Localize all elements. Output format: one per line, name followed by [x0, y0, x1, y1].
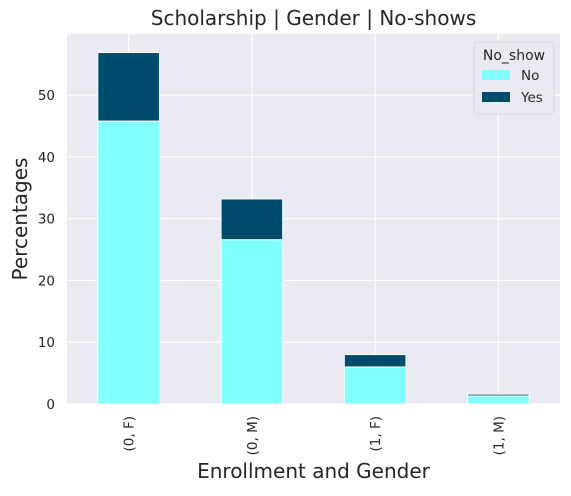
- y-tick-label: 10: [38, 335, 55, 351]
- bar-no: [344, 367, 406, 404]
- bar-yes: [468, 394, 530, 396]
- legend-title: No_show: [483, 48, 545, 64]
- legend-swatch-yes: [482, 92, 510, 102]
- x-axis-label: Enrollment and Gender: [197, 459, 431, 483]
- bar-no: [98, 121, 160, 404]
- chart-title: Scholarship | Gender | No-shows: [151, 6, 477, 30]
- x-tick-label: (0, F): [122, 416, 138, 451]
- legend-swatch-no: [482, 70, 510, 80]
- legend-label-yes: Yes: [520, 90, 543, 106]
- y-tick-label: 50: [38, 88, 55, 104]
- x-tick-label: (1, M): [491, 416, 507, 455]
- bar-yes: [221, 199, 283, 240]
- bar-no: [221, 240, 283, 404]
- y-tick-label: 30: [38, 212, 55, 228]
- y-tick-label: 40: [38, 150, 55, 166]
- x-tick-labels: (0, F) (0, M) (1, F) (1, M): [122, 416, 508, 455]
- bar-no: [468, 396, 530, 404]
- x-tick-label: (0, M): [245, 416, 261, 455]
- y-tick-label: 0: [46, 397, 55, 413]
- bar-yes: [344, 355, 406, 367]
- y-tick-label: 20: [38, 273, 55, 289]
- y-tick-labels: 0 10 20 30 40 50: [38, 88, 55, 413]
- x-tick-label: (1, F): [368, 416, 384, 451]
- legend-label-no: No: [521, 68, 539, 84]
- legend: No_show No Yes: [474, 42, 554, 114]
- y-axis-label: Percentages: [8, 158, 32, 281]
- bar-yes: [98, 53, 160, 122]
